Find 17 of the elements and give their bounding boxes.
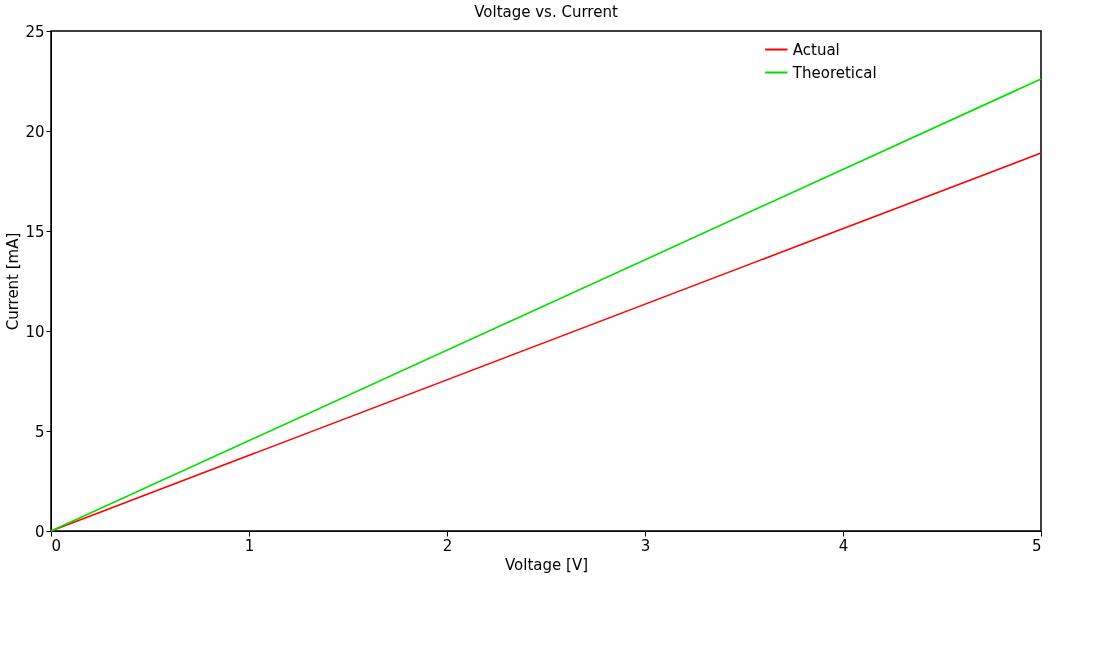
x-axis-title: Voltage [V] — [505, 555, 588, 574]
x-tick-label: 4 — [838, 536, 849, 555]
y-axis-title: Current [mA] — [4, 232, 23, 331]
x-tick-label: 0 — [51, 536, 62, 555]
legend-label: Actual — [792, 40, 840, 59]
y-tick-label: 20 — [25, 122, 45, 141]
x-tick-label: 3 — [640, 536, 651, 555]
chart-title: Voltage vs. Current — [474, 3, 618, 21]
x-tick-label: 1 — [244, 536, 255, 555]
y-tick-label: 15 — [25, 222, 45, 241]
legend-label: Theoretical — [791, 63, 877, 82]
y-tick-label: 10 — [25, 322, 45, 341]
x-tick-label: 5 — [1031, 536, 1042, 555]
y-tick-label: 5 — [34, 422, 45, 441]
y-tick-label: 25 — [25, 22, 45, 41]
x-tick-label: 2 — [442, 536, 453, 555]
y-tick-label: 0 — [34, 522, 45, 541]
